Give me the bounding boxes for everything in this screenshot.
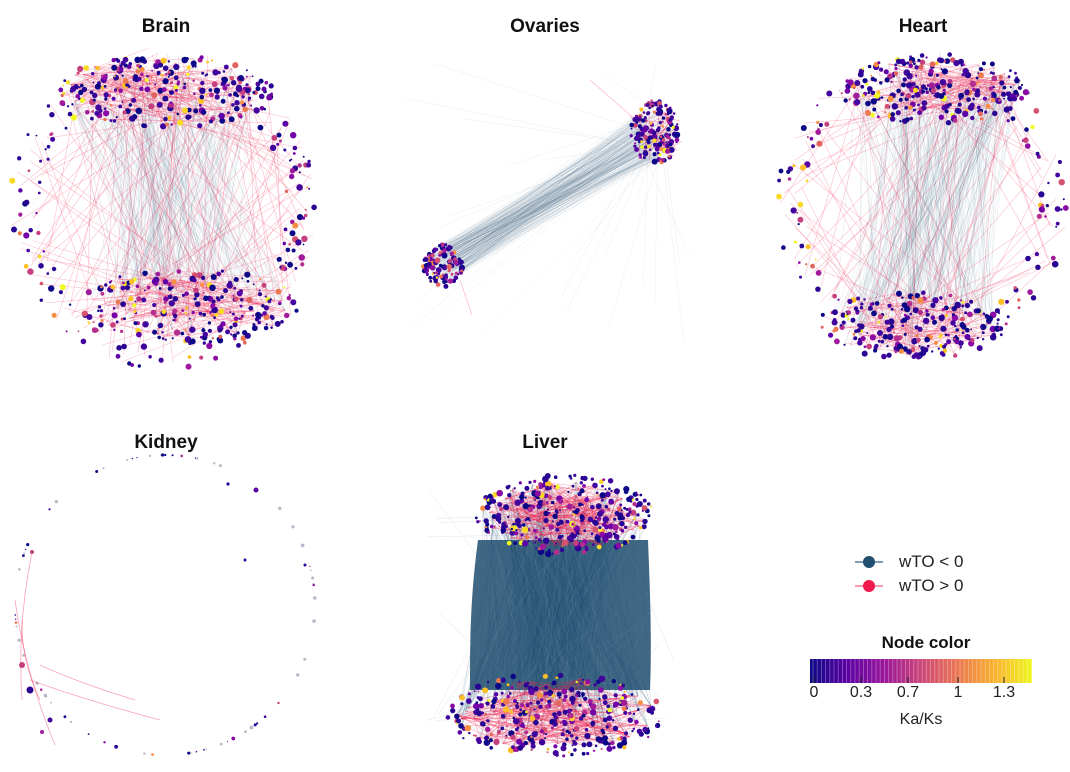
- legend-negative-label: wTO < 0: [899, 552, 963, 572]
- network-heart: [776, 52, 1069, 359]
- legend-negative-dot: [863, 556, 875, 568]
- colorbar-tick-0-7: 0.7: [897, 684, 919, 702]
- network-kidney: [15, 453, 317, 755]
- network-liver: [427, 473, 673, 757]
- network-brain: [9, 48, 317, 369]
- colorbar-tick-1: 1: [954, 684, 963, 702]
- legend-item-negative: wTO < 0: [855, 551, 963, 573]
- legend-item-positive: wTO > 0: [855, 575, 963, 597]
- colorbar-label: Ka/Ks: [800, 711, 1042, 729]
- legend: wTO < 0 wTO > 0 Node color 0 0.3 0.7 1 1…: [800, 545, 1050, 765]
- colorbar-gradient: [810, 659, 1032, 683]
- legend-positive-label: wTO > 0: [899, 576, 963, 596]
- colorbar-tick-0: 0: [810, 684, 819, 702]
- colorbar-tick-1-3: 1.3: [993, 684, 1015, 702]
- network-ovaries: [405, 64, 689, 340]
- colorbar: [810, 659, 1032, 683]
- legend-positive-line: [855, 585, 883, 587]
- legend-negative-line: [855, 561, 883, 563]
- colorbar-tick-0-3: 0.3: [850, 684, 872, 702]
- colorbar-title: Node color: [800, 633, 1052, 653]
- legend-positive-dot: [863, 580, 875, 592]
